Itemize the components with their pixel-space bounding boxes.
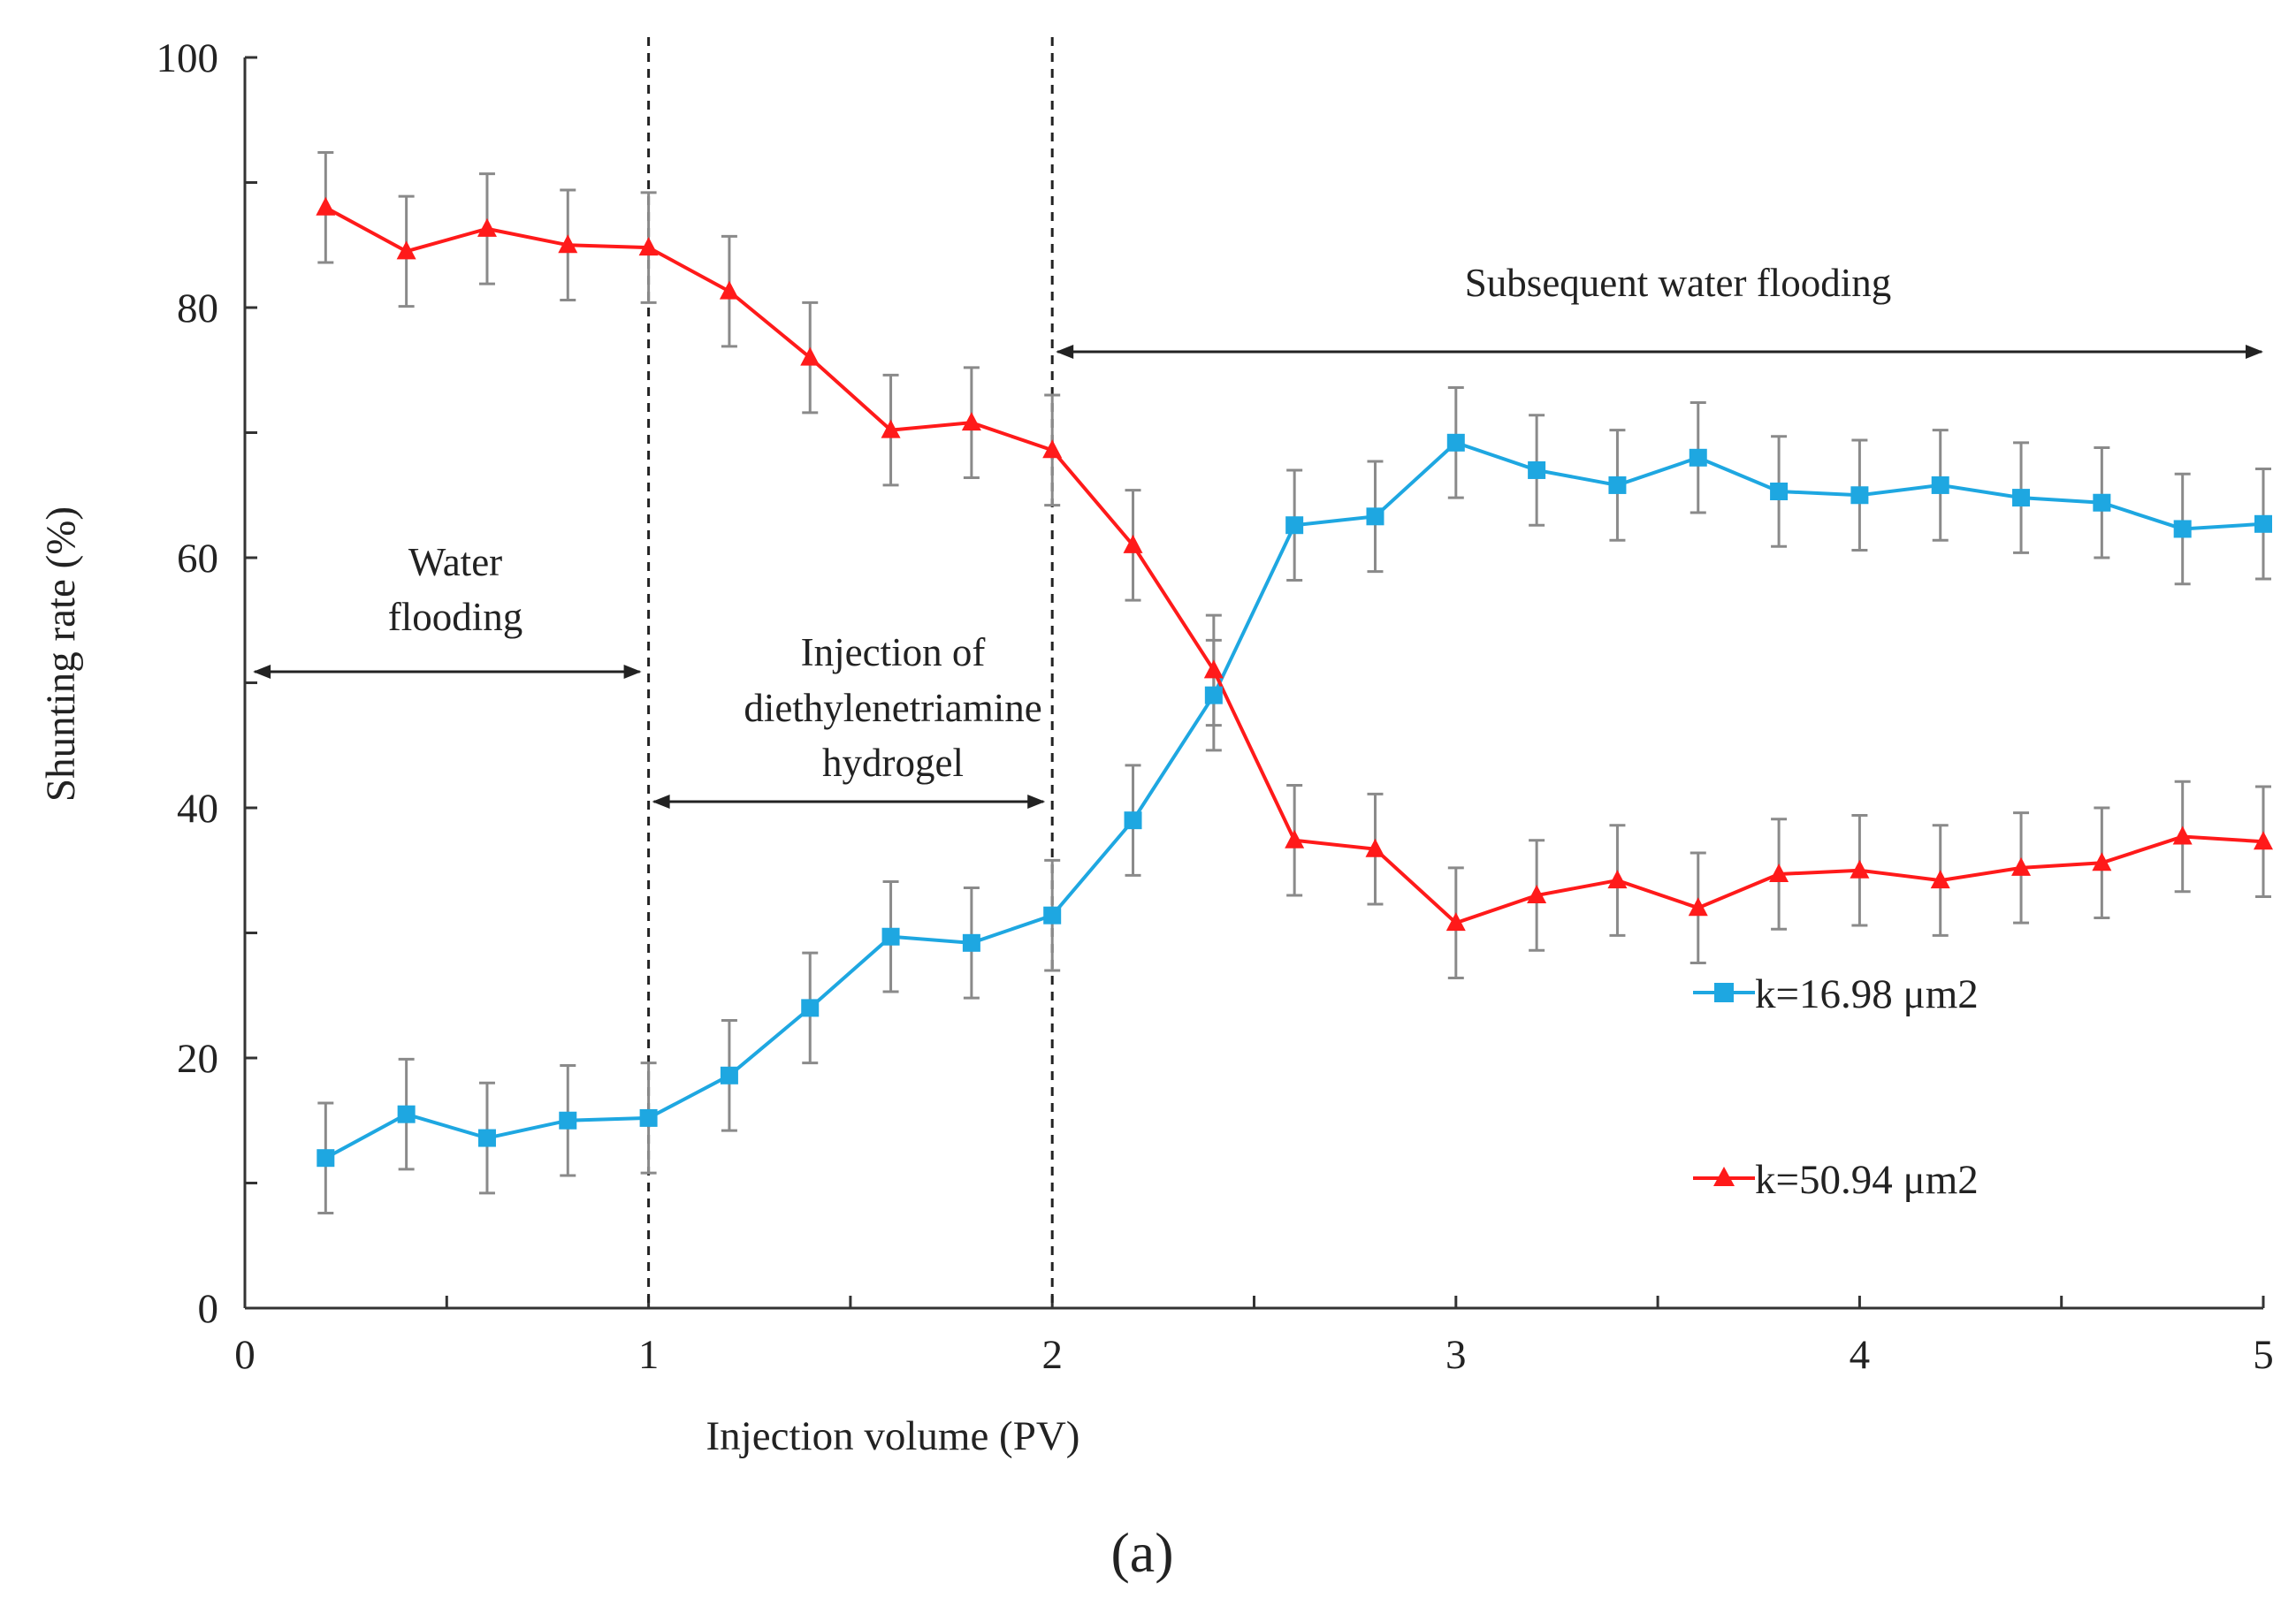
data-point-k50 [961, 412, 981, 431]
data-point-k16 [2254, 514, 2272, 533]
series-markers [316, 196, 2273, 1168]
data-point-k16 [317, 1149, 335, 1168]
data-point-k16 [2173, 520, 2192, 538]
phase-boundaries [253, 37, 2263, 1308]
data-point-k16 [962, 933, 980, 952]
y-tick-label: 20 [177, 1036, 218, 1082]
annotation-injection-line3: hydrogel [822, 741, 964, 785]
x-tick-label: 2 [1041, 1332, 1063, 1378]
data-point-k50 [881, 419, 901, 438]
data-point-k50 [2172, 826, 2193, 845]
data-point-k50 [396, 240, 416, 260]
data-point-k16 [397, 1105, 416, 1123]
legend: k=16.98 μm2 k=50.94 μm2 [1693, 971, 1979, 1203]
data-point-k50 [1607, 870, 1628, 889]
injection-arrow-head-right [1027, 795, 1046, 809]
x-tick-label: 3 [1445, 1332, 1467, 1378]
annotation-water-line2: flooding [388, 595, 523, 639]
data-point-k50 [1203, 659, 1224, 679]
data-point-k50 [477, 217, 497, 237]
figure-caption: (a) [1110, 1521, 1173, 1584]
data-point-k16 [559, 1111, 577, 1130]
data-point-k50 [1850, 859, 1870, 879]
data-point-k16 [1770, 483, 1789, 501]
data-point-k50 [558, 234, 578, 254]
water-flooding-arrow-head-left [253, 665, 271, 679]
x-tick-label: 5 [2253, 1332, 2274, 1378]
subsequent-arrow-head-left [1056, 345, 1074, 359]
annotations: Water flooding Injection of diethylenetr… [388, 261, 1891, 785]
injection-arrow-head-left [652, 795, 670, 809]
data-point-k50 [1445, 912, 1466, 932]
annotation-water-line1: Water [408, 540, 502, 584]
legend-marker-k16 [1714, 983, 1734, 1002]
data-point-k16 [1043, 906, 1062, 925]
annotation-injection-line1: Injection of [801, 630, 986, 674]
data-point-k50 [1042, 439, 1063, 459]
data-point-k50 [1285, 829, 1305, 848]
data-point-k16 [1204, 686, 1223, 704]
tick-labels: 0 20 40 60 80 100 0 1 2 3 4 5 [156, 35, 2274, 1378]
data-point-k16 [881, 927, 900, 946]
data-point-k16 [801, 999, 820, 1017]
data-point-k16 [1689, 448, 1707, 467]
data-point-k50 [1527, 885, 1547, 904]
data-point-k50 [2011, 856, 2032, 876]
data-point-k50 [1688, 897, 1708, 917]
data-point-k16 [720, 1066, 738, 1084]
data-point-k16 [1931, 476, 1949, 494]
data-point-k50 [2254, 831, 2273, 850]
annotation-subsequent: Subsequent water flooding [1465, 261, 1891, 305]
y-axis-title: Shunting rate (%) [38, 506, 84, 802]
subsequent-arrow-head-right [2246, 345, 2263, 359]
data-point-k16 [1850, 486, 1869, 505]
data-point-k16 [2012, 489, 2031, 507]
data-point-k16 [477, 1129, 496, 1147]
data-point-k16 [1446, 433, 1465, 452]
y-tick-label: 100 [156, 35, 219, 81]
axes [243, 56, 2265, 1310]
annotation-injection-line2: diethylenetriamine [744, 686, 1041, 730]
data-point-k50 [1365, 838, 1385, 857]
legend-label-k16: k=16.98 μm2 [1755, 971, 1979, 1017]
data-point-k16 [639, 1108, 658, 1127]
y-tick-label: 0 [198, 1286, 219, 1332]
data-point-k50 [638, 237, 659, 256]
legend-label-k50: k=50.94 μm2 [1755, 1157, 1979, 1203]
data-point-k50 [719, 280, 739, 300]
y-tick-label: 40 [177, 786, 218, 832]
data-point-k50 [800, 346, 820, 366]
x-tick-label: 1 [638, 1332, 660, 1378]
data-point-k16 [1285, 516, 1304, 535]
data-point-k16 [1124, 811, 1142, 830]
data-point-k50 [2092, 852, 2112, 871]
data-point-k16 [2093, 493, 2111, 512]
error-bars [317, 151, 2271, 1214]
legend-marker-k50 [1713, 1167, 1735, 1186]
data-point-k50 [1930, 870, 1950, 889]
data-point-k16 [1608, 476, 1627, 494]
data-point-k16 [1528, 460, 1546, 479]
y-tick-label: 60 [177, 536, 218, 582]
x-tick-label: 0 [234, 1332, 256, 1378]
data-point-k50 [1769, 863, 1789, 882]
x-axis-title: Injection volume (PV) [706, 1413, 1080, 1459]
data-point-k50 [1123, 534, 1143, 553]
water-flooding-arrow-head-right [623, 665, 642, 679]
x-tick-label: 4 [1850, 1332, 1871, 1378]
data-point-k50 [316, 196, 336, 216]
data-point-k16 [1366, 507, 1384, 526]
y-tick-label: 80 [177, 285, 218, 331]
